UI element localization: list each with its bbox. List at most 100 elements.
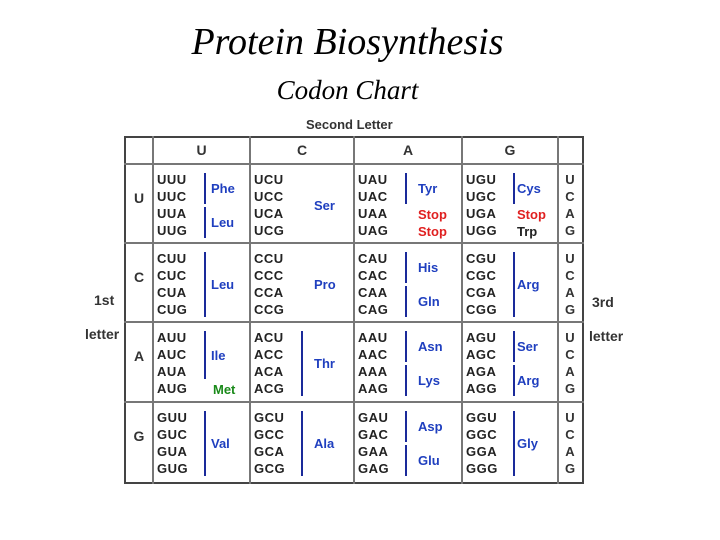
amino-acid-bracket xyxy=(513,331,515,362)
amino-acid-bracket xyxy=(204,331,206,379)
codon-cuc: CUC xyxy=(157,268,187,283)
amino-acid-glu: Glu xyxy=(418,453,440,468)
codon-acc: ACC xyxy=(254,347,284,362)
codon-gca: GCA xyxy=(254,444,285,459)
grid-line xyxy=(249,136,251,484)
amino-acid-met: Met xyxy=(213,381,236,397)
codon-ugg: UGG xyxy=(466,223,498,238)
amino-acid-bracket xyxy=(405,173,407,204)
first-letter-a: A xyxy=(133,348,145,364)
amino-acid-bracket xyxy=(513,411,515,476)
amino-acid-bracket xyxy=(513,252,515,317)
amino-acid-leu: Leu xyxy=(211,277,235,292)
amino-acid-bracket xyxy=(513,365,515,396)
amino-acid-his: His xyxy=(418,260,439,275)
amino-acid-bracket xyxy=(513,173,515,204)
third-letter-u: U xyxy=(565,251,575,266)
amino-acid-stop: Stop xyxy=(517,206,546,222)
first-letter-u: U xyxy=(133,190,145,206)
third-letter-a: A xyxy=(565,444,575,459)
amino-acid-bracket xyxy=(405,411,407,442)
codon-uuc: UUC xyxy=(157,189,187,204)
amino-acid-bracket xyxy=(405,365,407,396)
codon-gcg: GCG xyxy=(254,461,286,476)
codon-aga: AGA xyxy=(466,364,497,379)
codon-cag: CAG xyxy=(358,302,389,317)
codon-gcu: GCU xyxy=(254,410,285,425)
codon-uac: UAC xyxy=(358,189,388,204)
amino-acid-ser: Ser xyxy=(314,198,335,213)
codon-aau: AAU xyxy=(358,330,388,345)
codon-gac: GAC xyxy=(358,427,389,442)
codon-gau: GAU xyxy=(358,410,389,425)
codon-aua: AUA xyxy=(157,364,187,379)
amino-acid-trp: Trp xyxy=(517,223,538,239)
codon-cca: CCA xyxy=(254,285,284,300)
codon-cgc: CGC xyxy=(466,268,497,283)
amino-acid-leu: Leu xyxy=(211,215,235,230)
first-letter-g: G xyxy=(133,428,145,444)
amino-acid-cys: Cys xyxy=(517,181,541,196)
codon-auc: AUC xyxy=(157,347,187,362)
codon-ggg: GGG xyxy=(466,461,498,476)
codon-acg: ACG xyxy=(254,381,285,396)
third-letter-c: C xyxy=(565,189,575,204)
codon-ccc: CCC xyxy=(254,268,284,283)
third-letter-a: A xyxy=(565,285,575,300)
amino-acid-gln: Gln xyxy=(418,294,440,309)
second-letter-a: A xyxy=(402,142,414,158)
codon-auu: AUU xyxy=(157,330,187,345)
codon-guc: GUC xyxy=(157,427,188,442)
codon-gcc: GCC xyxy=(254,427,285,442)
codon-uca: UCA xyxy=(254,206,284,221)
third-letter-g: G xyxy=(564,381,576,396)
codon-uuu: UUU xyxy=(157,172,187,187)
third-letter-a: A xyxy=(565,206,575,221)
amino-acid-bracket xyxy=(405,252,407,283)
amino-acid-tyr: Tyr xyxy=(418,181,438,196)
codon-cug: CUG xyxy=(157,302,188,317)
codon-aca: ACA xyxy=(254,364,284,379)
second-letter-g: G xyxy=(504,142,516,158)
codon-agc: AGC xyxy=(466,347,497,362)
codon-gug: GUG xyxy=(157,461,189,476)
codon-acu: ACU xyxy=(254,330,284,345)
codon-ucu: UCU xyxy=(254,172,284,187)
codon-aag: AAG xyxy=(358,381,389,396)
codon-agu: AGU xyxy=(466,330,497,345)
amino-acid-asn: Asn xyxy=(418,339,443,354)
codon-uua: UUA xyxy=(157,206,187,221)
amino-acid-gly: Gly xyxy=(517,436,538,451)
third-letter-u: U xyxy=(565,330,575,345)
grid-line xyxy=(461,136,463,484)
third-letter-g: G xyxy=(564,302,576,317)
amino-acid-bracket xyxy=(301,331,303,396)
amino-acid-bracket xyxy=(405,331,407,362)
amino-acid-lys: Lys xyxy=(418,373,440,388)
codon-cuu: CUU xyxy=(157,251,187,266)
amino-acid-bracket xyxy=(405,286,407,317)
codon-aaa: AAA xyxy=(358,364,388,379)
third-letter-g: G xyxy=(564,223,576,238)
amino-acid-pro: Pro xyxy=(314,277,336,292)
amino-acid-arg: Arg xyxy=(517,277,540,292)
amino-acid-ile: Ile xyxy=(211,347,226,363)
codon-uau: UAU xyxy=(358,172,388,187)
third-letter-u: U xyxy=(565,172,575,187)
codon-cau: CAU xyxy=(358,251,388,266)
codon-uaa: UAA xyxy=(358,206,388,221)
codon-cgu: CGU xyxy=(466,251,497,266)
codon-gga: GGA xyxy=(466,444,498,459)
codon-ggu: GGU xyxy=(466,410,498,425)
codon-gaa: GAA xyxy=(358,444,389,459)
amino-acid-bracket xyxy=(204,411,206,476)
first-letter-c: C xyxy=(133,269,145,285)
codon-uug: UUG xyxy=(157,223,188,238)
grid-line xyxy=(557,136,559,484)
codon-gua: GUA xyxy=(157,444,188,459)
first-letter-label-bottom: letter xyxy=(85,326,120,342)
amino-acid-thr: Thr xyxy=(314,356,335,371)
codon-cac: CAC xyxy=(358,268,388,283)
third-letter-u: U xyxy=(565,410,575,425)
codon-ugc: UGC xyxy=(466,189,497,204)
